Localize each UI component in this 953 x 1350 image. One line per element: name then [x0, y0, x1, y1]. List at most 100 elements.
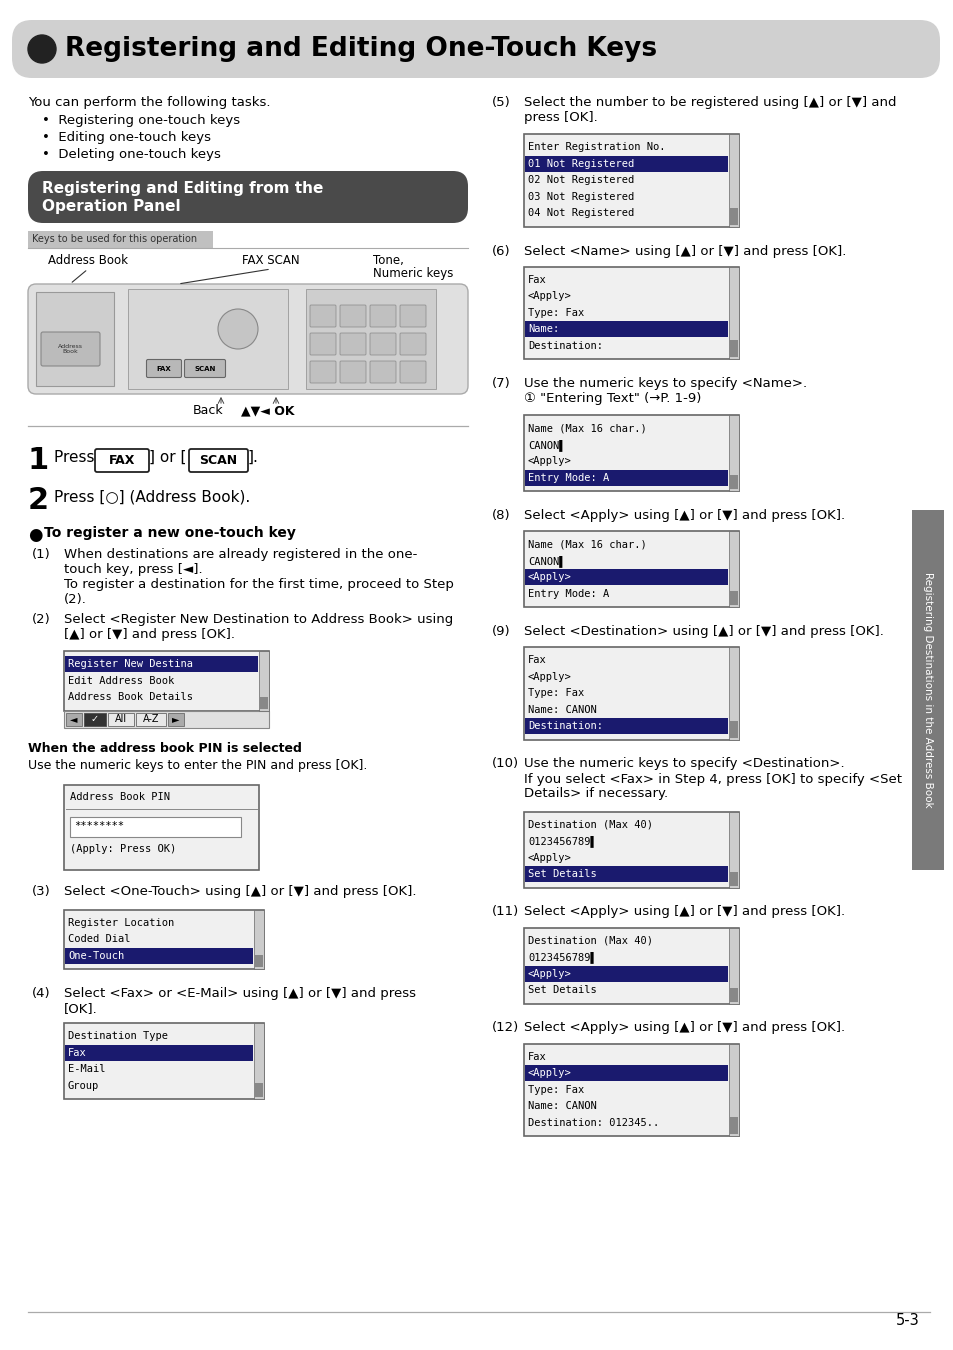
- FancyBboxPatch shape: [184, 359, 225, 378]
- Bar: [728, 531, 739, 608]
- FancyBboxPatch shape: [370, 333, 395, 355]
- FancyBboxPatch shape: [95, 450, 149, 472]
- Text: •  Registering one-touch keys: • Registering one-touch keys: [42, 113, 240, 127]
- Bar: [728, 134, 739, 227]
- Text: ▲▼◄ OK: ▲▼◄ OK: [241, 404, 294, 417]
- FancyBboxPatch shape: [310, 360, 335, 383]
- Text: Registering and Editing One-Touch Keys: Registering and Editing One-Touch Keys: [65, 36, 657, 62]
- Bar: [524, 718, 727, 734]
- Text: Destination:: Destination:: [527, 721, 602, 732]
- Text: •  Editing one-touch keys: • Editing one-touch keys: [42, 131, 211, 144]
- Bar: [258, 651, 269, 710]
- Text: Numeric keys: Numeric keys: [373, 267, 453, 279]
- Text: Fax: Fax: [68, 1048, 87, 1058]
- FancyBboxPatch shape: [339, 333, 366, 355]
- FancyBboxPatch shape: [310, 333, 335, 355]
- Text: FAX SCAN: FAX SCAN: [242, 254, 299, 267]
- Text: 02 Not Registered: 02 Not Registered: [527, 176, 634, 185]
- Text: Select <Register New Destination to Address Book> using: Select <Register New Destination to Addr…: [64, 613, 453, 626]
- Text: Address Book Details: Address Book Details: [68, 693, 193, 702]
- Text: (2).: (2).: [64, 593, 87, 606]
- Text: ◄: ◄: [71, 714, 77, 724]
- Bar: [729, 591, 738, 605]
- Text: <Apply>: <Apply>: [527, 853, 571, 863]
- Bar: [65, 948, 253, 964]
- Text: Keys to be used for this operation: Keys to be used for this operation: [32, 235, 197, 244]
- Text: Destination Type: Destination Type: [68, 1031, 168, 1041]
- Bar: [65, 1045, 253, 1061]
- Text: 03 Not Registered: 03 Not Registered: [527, 192, 634, 201]
- Text: <Apply>: <Apply>: [527, 292, 571, 301]
- Text: Fax: Fax: [527, 655, 546, 666]
- Text: 0123456789▌: 0123456789▌: [527, 836, 597, 848]
- Bar: [729, 208, 738, 224]
- Text: <Apply>: <Apply>: [527, 672, 571, 682]
- Text: Operation Panel: Operation Panel: [42, 198, 180, 215]
- Text: Use the numeric keys to enter the PIN and press [OK].: Use the numeric keys to enter the PIN an…: [28, 760, 367, 772]
- Text: Select <Apply> using [▲] or [▼] and press [OK].: Select <Apply> using [▲] or [▼] and pres…: [523, 509, 844, 522]
- Bar: [729, 872, 738, 886]
- Bar: [306, 289, 436, 389]
- Bar: [64, 651, 269, 710]
- Text: Fax: Fax: [527, 275, 546, 285]
- FancyBboxPatch shape: [41, 332, 100, 366]
- Text: Coded Dial: Coded Dial: [68, 934, 131, 944]
- Text: (2): (2): [32, 613, 51, 626]
- Text: touch key, press [◄].: touch key, press [◄].: [64, 563, 202, 576]
- FancyBboxPatch shape: [399, 333, 426, 355]
- Text: ] or [: ] or [: [149, 450, 186, 464]
- Text: [OK].: [OK].: [64, 1002, 97, 1015]
- FancyBboxPatch shape: [147, 359, 181, 378]
- Text: Enter Registration No.: Enter Registration No.: [527, 142, 665, 153]
- Text: To register a destination for the first time, proceed to Step: To register a destination for the first …: [64, 578, 454, 591]
- Text: Type: Fax: Type: Fax: [527, 308, 583, 317]
- Bar: [523, 927, 739, 1003]
- Text: SCAN: SCAN: [199, 454, 236, 467]
- Text: ●: ●: [28, 526, 43, 544]
- Text: Type: Fax: Type: Fax: [527, 1085, 583, 1095]
- Bar: [523, 647, 739, 740]
- Bar: [524, 321, 727, 338]
- Text: Address Book: Address Book: [48, 254, 128, 267]
- Text: FAX: FAX: [109, 454, 135, 467]
- Text: CANON▌: CANON▌: [527, 439, 565, 451]
- Text: You can perform the following tasks.: You can perform the following tasks.: [28, 96, 271, 109]
- Text: Fax: Fax: [527, 1052, 546, 1061]
- Text: Entry Mode: A: Entry Mode: A: [527, 589, 609, 599]
- Bar: [728, 927, 739, 1003]
- Text: Entry Mode: A: Entry Mode: A: [527, 472, 609, 483]
- Text: <Apply>: <Apply>: [527, 1068, 571, 1079]
- Bar: [523, 811, 739, 887]
- FancyBboxPatch shape: [399, 305, 426, 327]
- Text: (9): (9): [492, 625, 510, 639]
- Text: Select <Fax> or <E-Mail> using [▲] or [▼] and press: Select <Fax> or <E-Mail> using [▲] or [▼…: [64, 987, 416, 1000]
- Text: •  Deleting one-touch keys: • Deleting one-touch keys: [42, 148, 221, 161]
- Text: Set Details: Set Details: [527, 986, 597, 995]
- FancyBboxPatch shape: [370, 360, 395, 383]
- Circle shape: [218, 309, 257, 350]
- Bar: [168, 713, 184, 725]
- Text: Edit Address Book: Edit Address Book: [68, 676, 174, 686]
- Bar: [729, 475, 738, 489]
- Text: Press [○] (Address Book).: Press [○] (Address Book).: [54, 490, 250, 505]
- Bar: [260, 697, 268, 709]
- Text: (7): (7): [492, 377, 510, 390]
- Bar: [728, 414, 739, 491]
- Text: Name (Max 16 char.): Name (Max 16 char.): [527, 424, 646, 433]
- FancyBboxPatch shape: [189, 450, 248, 472]
- Text: Register Location: Register Location: [68, 918, 174, 927]
- Text: Register New Destina: Register New Destina: [68, 659, 193, 670]
- Bar: [729, 340, 738, 356]
- Text: Address Book PIN: Address Book PIN: [70, 792, 170, 802]
- Text: Select <One-Touch> using [▲] or [▼] and press [OK].: Select <One-Touch> using [▲] or [▼] and …: [64, 886, 416, 899]
- Text: If you select <Fax> in Step 4, press [OK] to specify <Set: If you select <Fax> in Step 4, press [OK…: [523, 772, 901, 786]
- Bar: [523, 531, 739, 608]
- Bar: [66, 713, 82, 725]
- FancyBboxPatch shape: [370, 305, 395, 327]
- Bar: [524, 867, 727, 882]
- Text: Name (Max 16 char.): Name (Max 16 char.): [527, 539, 646, 549]
- Text: Details> if necessary.: Details> if necessary.: [523, 787, 667, 801]
- Bar: [728, 647, 739, 740]
- Bar: [64, 784, 258, 869]
- Text: One-Touch: One-Touch: [68, 950, 124, 961]
